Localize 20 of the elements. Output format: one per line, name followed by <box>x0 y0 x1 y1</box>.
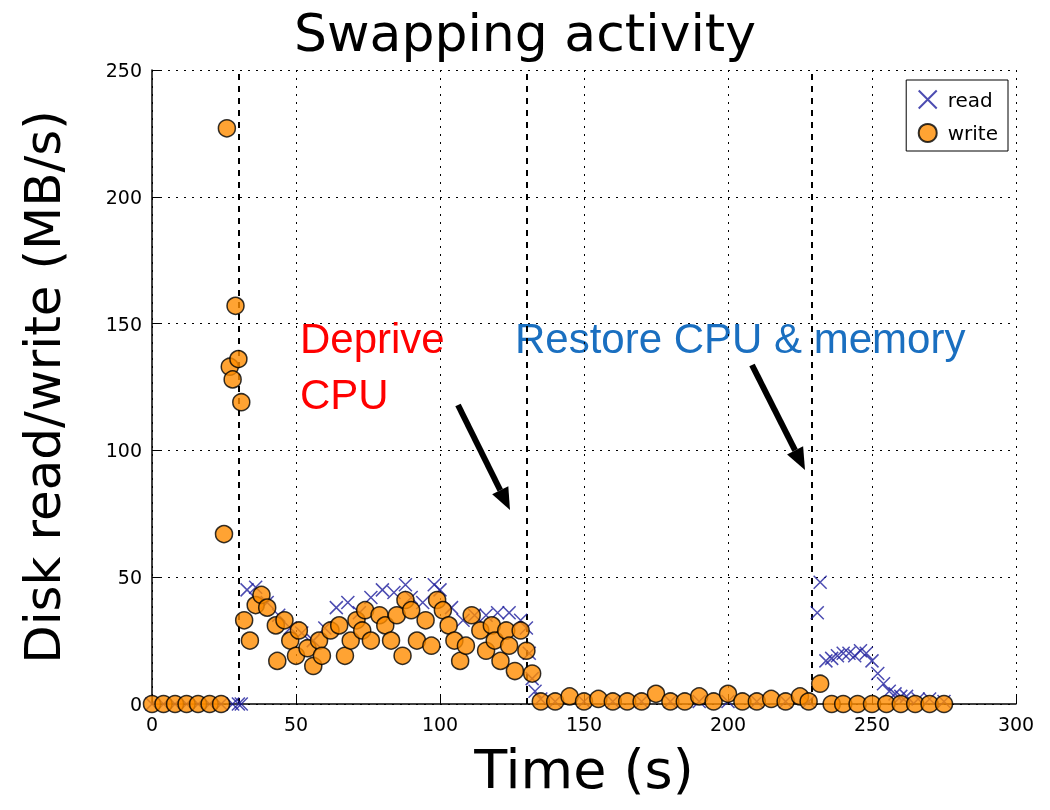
y-tick-label: 0 <box>129 693 142 715</box>
y-tick-label: 150 <box>105 312 142 335</box>
x-tick-label: 100 <box>421 712 459 735</box>
x-tick-label: 200 <box>709 712 747 735</box>
y-tick-label: 250 <box>105 59 142 81</box>
x-tick-label: 50 <box>283 712 309 735</box>
y-tick-label: 100 <box>105 439 142 462</box>
x-tick-label: 150 <box>565 712 603 735</box>
x-tick-label: 0 <box>145 712 159 735</box>
y-tick-label: 200 <box>105 185 142 208</box>
x-tick-label: 250 <box>853 712 891 735</box>
x-tick-label: 300 <box>997 712 1035 735</box>
legend-label: read <box>947 87 993 112</box>
chart-title: Swapping activity <box>293 3 757 63</box>
x-axis-title: Time (s) <box>473 737 694 801</box>
legend-label: write <box>947 121 999 145</box>
annotation: Restore CPU & memory <box>515 314 966 362</box>
y-axis-title: Disk read/write (MB/s) <box>14 110 72 664</box>
annotation: Deprive CPU <box>300 314 457 418</box>
y-tick-label: 50 <box>117 566 142 589</box>
